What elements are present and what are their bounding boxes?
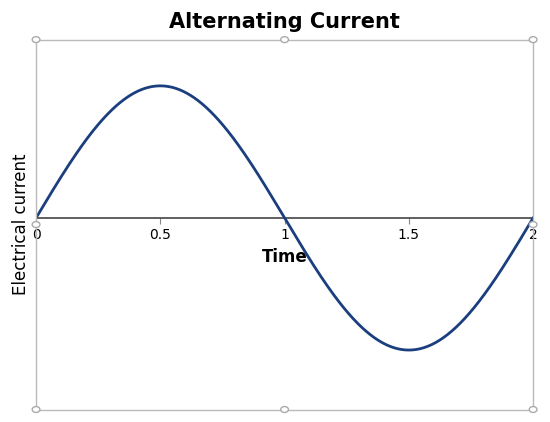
Title: Alternating Current: Alternating Current: [169, 13, 400, 32]
X-axis label: Time: Time: [262, 248, 307, 266]
Y-axis label: Electrical current: Electrical current: [13, 154, 30, 295]
